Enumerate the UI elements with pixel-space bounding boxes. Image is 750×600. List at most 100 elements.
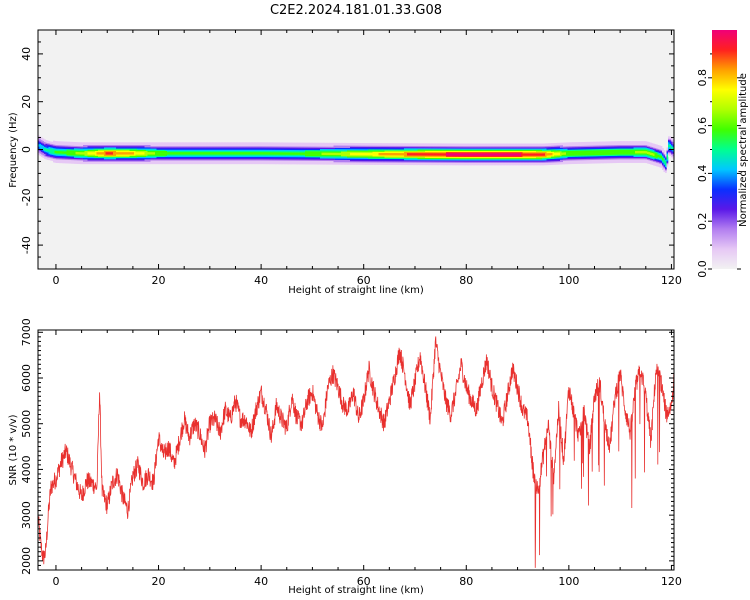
spectrogram-cell: [315, 152, 318, 154]
spectrogram-cell: [56, 155, 58, 157]
spectrogram-cell: [240, 160, 243, 162]
spectrogram-cell: [240, 149, 243, 151]
spectrogram-cell: [86, 150, 88, 153]
spectrogram-cell: [60, 147, 63, 149]
spectrogram-cell: [231, 153, 234, 155]
spectrogram-cell: [287, 150, 289, 153]
spectrogram-cell: [224, 162, 226, 165]
spectrogram-cell: [212, 157, 214, 160]
spectrogram-cell: [57, 153, 60, 155]
spectrogram-cell: [245, 148, 247, 150]
spectrogram-cell: [105, 150, 108, 153]
spectrogram-cell: [420, 162, 423, 164]
spectrogram-cell: [93, 159, 96, 161]
spectrogram-cell: [71, 150, 73, 152]
spectrogram-cell: [290, 150, 292, 153]
spectrogram-cell: [335, 159, 337, 162]
spectrogram-cell: [264, 161, 267, 163]
spectrogram-cell: [62, 154, 64, 157]
spectrogram-cell: [105, 156, 108, 159]
spectrogram-cell: [243, 148, 246, 150]
spectrogram-cell: [285, 153, 288, 155]
spectrogram-cell: [189, 143, 192, 146]
spectrogram-cell: [120, 148, 123, 150]
spectrogram-cell: [413, 148, 415, 150]
spectrogram-cell: [311, 148, 313, 151]
spectrogram-cell: [167, 156, 169, 159]
spectrogram-cell: [297, 162, 300, 165]
spectrogram-cell: [354, 163, 357, 165]
spectrogram-cell: [141, 150, 144, 153]
spectrogram-cell: [122, 144, 124, 147]
spectrogram-cell: [345, 152, 348, 154]
spectrogram-cell: [446, 163, 448, 166]
spectrogram-cell: [102, 159, 105, 161]
spectrogram-cell: [81, 156, 84, 159]
spectrogram-cell: [180, 154, 183, 156]
spectrogram-cell: [224, 148, 226, 150]
spectrogram-cell: [183, 150, 186, 153]
spectrogram-cell: [90, 162, 93, 165]
spectrogram-cell: [254, 157, 256, 160]
spectrogram-cell: [63, 152, 66, 154]
spectrogram-cell: [309, 161, 312, 164]
spectrogram-cell: [42, 147, 45, 150]
spectrogram-cell: [191, 142, 193, 144]
spectrogram-cell: [176, 147, 178, 149]
spectrogram-cell: [269, 143, 271, 146]
spectrogram-cell: [357, 147, 360, 150]
spectrogram-cell: [155, 142, 157, 144]
spectrogram-cell: [152, 154, 154, 156]
spectrogram-cell: [320, 146, 322, 148]
spectrogram-cell: [177, 161, 180, 163]
spectrogram-cell: [431, 161, 433, 163]
spectrogram-cell: [123, 147, 126, 149]
spectrogram-cell: [65, 145, 67, 147]
spectrogram-cell: [344, 144, 346, 146]
spectrogram-cell: [422, 162, 424, 164]
spectrogram-cell: [197, 157, 199, 160]
spectrogram-cell: [168, 162, 171, 165]
spectrogram-cell: [201, 160, 204, 162]
spectrogram-cell: [273, 148, 276, 150]
spectrogram-cell: [279, 148, 282, 150]
spectrogram-cell: [269, 149, 271, 152]
spectrogram-cell: [80, 144, 82, 147]
spectrogram-cell: [378, 150, 381, 152]
spectrogram-cell: [228, 161, 231, 163]
spectrogram-cell: [368, 162, 370, 164]
spectrogram-cell: [293, 159, 295, 161]
spectrogram-cell: [222, 161, 225, 163]
spectrogram-cell: [408, 161, 411, 163]
spectrogram-cell: [173, 162, 175, 165]
spectrogram-cell: [156, 155, 159, 157]
spectrogram-cell: [393, 153, 396, 156]
spectrogram-cell: [339, 142, 342, 145]
spectrogram-cell: [182, 155, 184, 157]
spectrogram-cell: [167, 160, 169, 162]
spectrogram-cell: [93, 153, 96, 155]
spectrogram-cell: [50, 149, 52, 151]
spectrogram-cell: [44, 151, 46, 153]
spectrogram-cell: [423, 162, 426, 164]
spectrogram-cell: [54, 156, 57, 158]
spectrogram-cell: [143, 148, 145, 150]
spectrogram-cell: [86, 155, 88, 157]
spectrogram-cell: [63, 158, 66, 160]
spectrogram-cell: [140, 161, 142, 163]
spectrogram-cell: [368, 152, 370, 155]
spectrogram-cell: [362, 160, 364, 163]
spectrogram-cell: [197, 162, 199, 165]
spectrogram-cell: [90, 157, 93, 160]
spectrogram-cell: [410, 151, 412, 154]
spectrogram-cell: [326, 147, 328, 150]
spectrogram-cell: [81, 159, 84, 161]
spectrogram-cell: [65, 159, 67, 162]
spectrogram-cell: [299, 154, 301, 157]
spectrogram-cell: [278, 157, 280, 160]
spectrogram-cell: [285, 155, 288, 158]
spectrogram-cell: [207, 145, 210, 148]
spectrogram-cell: [116, 144, 118, 147]
spectrogram-cell: [110, 160, 112, 162]
spectrogram-cell: [135, 155, 138, 157]
